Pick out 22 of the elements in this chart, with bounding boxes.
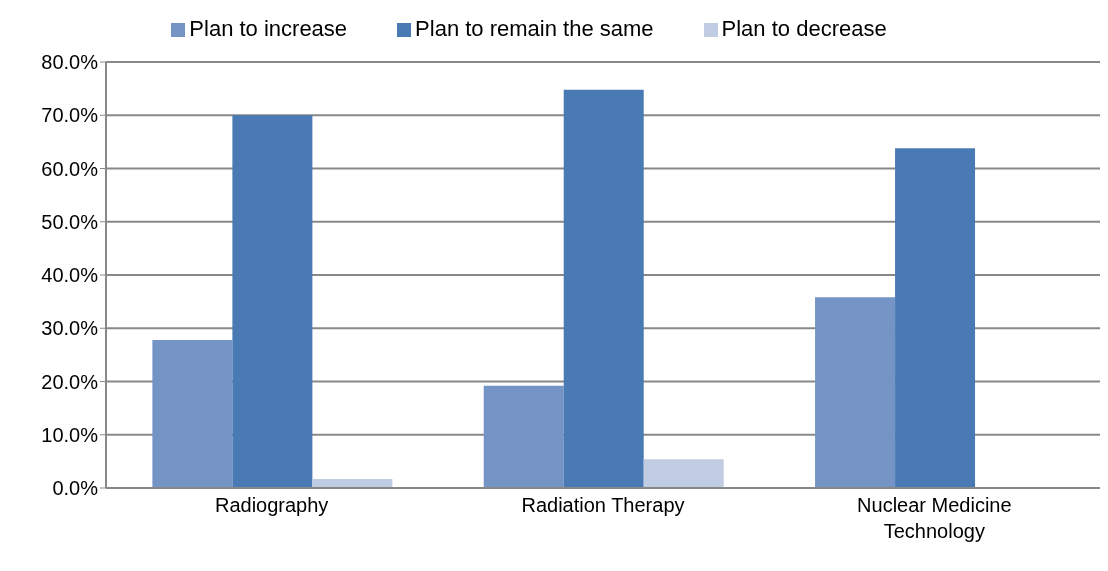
y-tick-label: 40.0% <box>41 264 99 287</box>
y-tick-label: 50.0% <box>41 210 99 233</box>
legend-label: Plan to remain the same <box>415 16 654 41</box>
x-tick-label: Nuclear Medicine Technology <box>857 494 1012 542</box>
legend-label: Plan to decrease <box>721 16 887 41</box>
y-tick-label: 30.0% <box>41 317 99 340</box>
x-tick-label: Radiation Therapy <box>521 494 685 516</box>
x-tick-label: Radiography <box>214 494 329 516</box>
y-tick-label: 10.0% <box>41 423 99 446</box>
bar <box>815 297 896 488</box>
y-tick-label: 70.0% <box>41 104 99 127</box>
legend-label: Plan to increase <box>189 16 348 41</box>
bar <box>895 148 976 488</box>
y-tick-label: 0.0% <box>52 477 99 500</box>
y-tick-label: 60.0% <box>41 157 99 180</box>
y-tick-label: 20.0% <box>41 370 99 393</box>
bar <box>232 115 313 488</box>
y-tick-label: 80.0% <box>41 51 99 74</box>
bar <box>483 385 564 488</box>
bar <box>152 339 233 488</box>
bar <box>563 89 644 488</box>
bar <box>643 459 724 488</box>
